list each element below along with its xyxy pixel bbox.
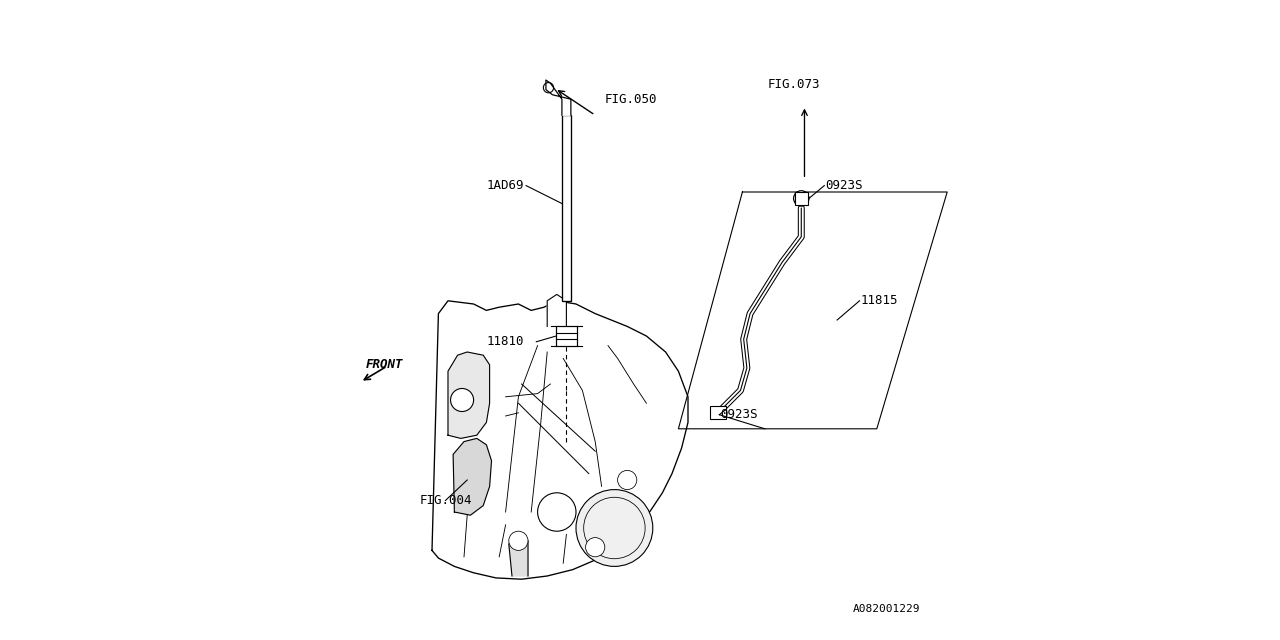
Circle shape (576, 490, 653, 566)
Bar (710, 406, 726, 419)
Text: FIG.073: FIG.073 (768, 78, 820, 91)
Polygon shape (453, 438, 492, 515)
Polygon shape (448, 352, 490, 438)
Circle shape (794, 191, 809, 206)
Polygon shape (545, 80, 571, 115)
Polygon shape (548, 294, 566, 326)
Text: FRONT: FRONT (366, 358, 403, 371)
Bar (556, 326, 576, 346)
Text: FIG.050: FIG.050 (604, 93, 658, 106)
Polygon shape (508, 534, 529, 576)
Text: 0923S: 0923S (826, 179, 863, 192)
Circle shape (508, 531, 529, 550)
Text: A082001229: A082001229 (852, 604, 920, 614)
Text: 11810: 11810 (486, 335, 524, 348)
Circle shape (617, 470, 637, 490)
Circle shape (451, 388, 474, 412)
Text: FIG.004: FIG.004 (420, 494, 472, 507)
Text: 11815: 11815 (860, 294, 899, 307)
Bar (795, 192, 808, 205)
Circle shape (585, 538, 605, 557)
Text: 0923S: 0923S (719, 408, 758, 421)
Polygon shape (433, 301, 689, 579)
Text: 1AD69: 1AD69 (486, 179, 524, 192)
Bar (562, 115, 571, 301)
Circle shape (538, 493, 576, 531)
